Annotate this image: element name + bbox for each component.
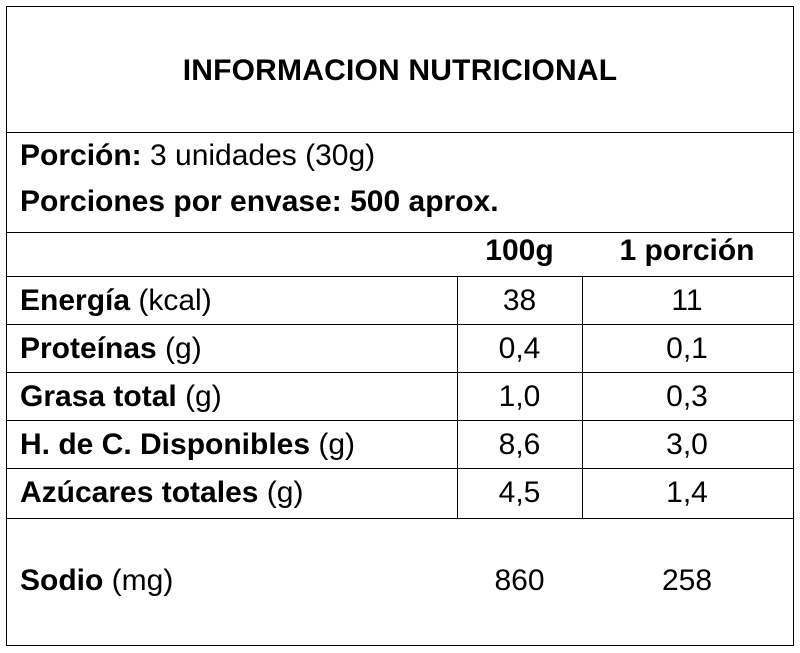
column-header-row: 100g 1 porción [7,233,793,277]
value-per-100g: 1,0 [498,380,541,413]
table-row: Energía (kcal) 38 11 [7,277,793,325]
nutrient-name: Azúcares totales (g) [20,476,303,510]
value-per-portion: 0,3 [666,380,708,413]
value-per-portion: 258 [661,564,713,597]
table-row: Grasa total (g) 1,0 0,3 [7,373,793,421]
nutrition-label: INFORMACION NUTRICIONAL Porción: 3 unida… [6,6,794,646]
nutrient-name: Proteínas (g) [20,332,202,366]
value-per-portion: 11 [671,284,703,317]
value-per-100g: 4,5 [498,476,541,509]
nutrient-unit: (mg) [103,564,174,597]
value-per-100g: 0,4 [498,332,541,365]
nutrient-label: Sodio [20,564,104,597]
nutrient-unit: (g) [156,332,202,365]
value-per-portion: 0,1 [666,332,708,365]
portion-label: Porción: [20,139,142,172]
column-divider [582,277,583,518]
nutrient-label: Proteínas [20,332,157,365]
value-per-portion: 3,0 [666,428,708,461]
portion-value: 3 unidades (30g) [141,139,376,172]
nutrient-unit: (g) [258,476,304,509]
column-divider [457,277,458,518]
table-row: H. de C. Disponibles (g) 8,6 3,0 [7,421,793,469]
value-per-100g: 860 [494,564,545,597]
nutrient-label: H. de C. Disponibles [20,428,311,461]
nutrient-unit: (g) [310,428,356,461]
serving-info: Porción: 3 unidades (30g) Porciones por … [7,133,793,233]
nutrient-name: H. de C. Disponibles (g) [20,428,355,462]
label-title: INFORMACION NUTRICIONAL [182,53,618,87]
nutrient-label: Azúcares totales [20,476,259,509]
value-per-100g: 38 [502,284,537,317]
nutrient-table: Energía (kcal) 38 11 Proteínas (g) 0,4 0… [7,277,793,519]
nutrient-name: Energía (kcal) [20,284,212,318]
portion-line: Porción: 3 unidades (30g) [20,139,375,173]
nutrient-label: Grasa total [20,380,177,413]
portions-per-pack: Porciones por envase: 500 aprox. [20,185,499,218]
nutrient-unit: (kcal) [130,284,212,317]
value-per-portion: 1,4 [666,476,708,509]
title-band: INFORMACION NUTRICIONAL [7,7,793,133]
table-row: Proteínas (g) 0,4 0,1 [7,325,793,373]
column-header-portion: 1 porción [619,234,755,267]
column-header-100g: 100g [485,234,554,267]
nutrient-label: Energía [20,284,131,317]
nutrient-name: Grasa total (g) [20,380,222,414]
nutrient-name: Sodio (mg) [20,564,173,598]
table-row: Azúcares totales (g) 4,5 1,4 [7,469,793,517]
sodium-row: Sodio (mg) 860 258 [7,519,793,645]
value-per-100g: 8,6 [498,428,541,461]
nutrient-unit: (g) [176,380,222,413]
